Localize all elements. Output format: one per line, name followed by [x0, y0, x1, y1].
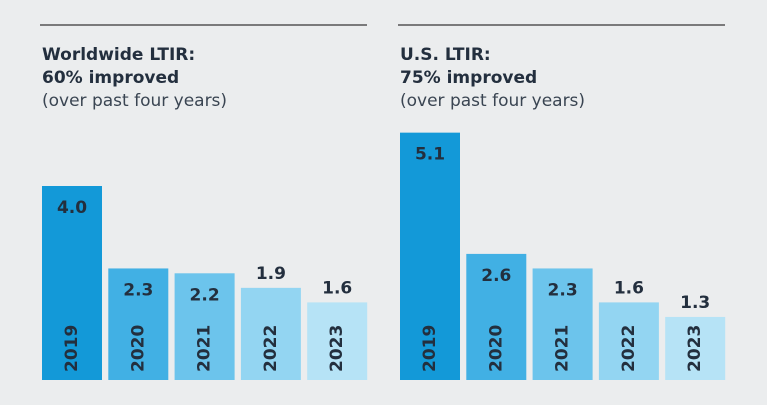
- category-label: 2021: [195, 325, 215, 372]
- category-label: 2022: [261, 325, 281, 372]
- category-label: 2019: [62, 325, 82, 372]
- category-label: 2020: [128, 325, 148, 372]
- chart-subtitle: 75% improved: [400, 68, 537, 88]
- chart-title: U.S. LTIR:: [400, 45, 491, 65]
- value-label: 2.6: [481, 266, 511, 286]
- bar: [466, 253, 527, 380]
- value-label: 2.3: [548, 280, 578, 300]
- value-label: 1.3: [680, 293, 710, 313]
- chart-title: Worldwide LTIR:: [42, 45, 195, 65]
- value-label: 1.9: [256, 264, 286, 284]
- category-label: 2023: [685, 325, 705, 372]
- value-label: 2.3: [123, 280, 153, 300]
- bar: [665, 316, 726, 380]
- chart-note: (over past four years): [400, 91, 585, 111]
- value-label: 1.6: [322, 278, 352, 298]
- value-label: 1.6: [614, 278, 644, 298]
- chart-subtitle: 60% improved: [42, 68, 179, 88]
- value-label: 5.1: [415, 145, 445, 165]
- bar: [174, 273, 235, 380]
- bar: [240, 287, 301, 380]
- value-label: 2.2: [190, 285, 220, 305]
- bar: [307, 302, 368, 380]
- bar: [400, 132, 460, 380]
- bar: [42, 186, 102, 380]
- bar: [598, 302, 659, 380]
- category-label: 2020: [486, 325, 506, 372]
- category-label: 2021: [553, 325, 573, 372]
- chart-note: (over past four years): [42, 91, 227, 111]
- value-label: 4.0: [57, 198, 87, 218]
- category-label: 2023: [327, 325, 347, 372]
- category-label: 2019: [420, 325, 440, 372]
- category-label: 2022: [619, 325, 639, 372]
- bar: [532, 268, 593, 380]
- bar: [108, 268, 169, 380]
